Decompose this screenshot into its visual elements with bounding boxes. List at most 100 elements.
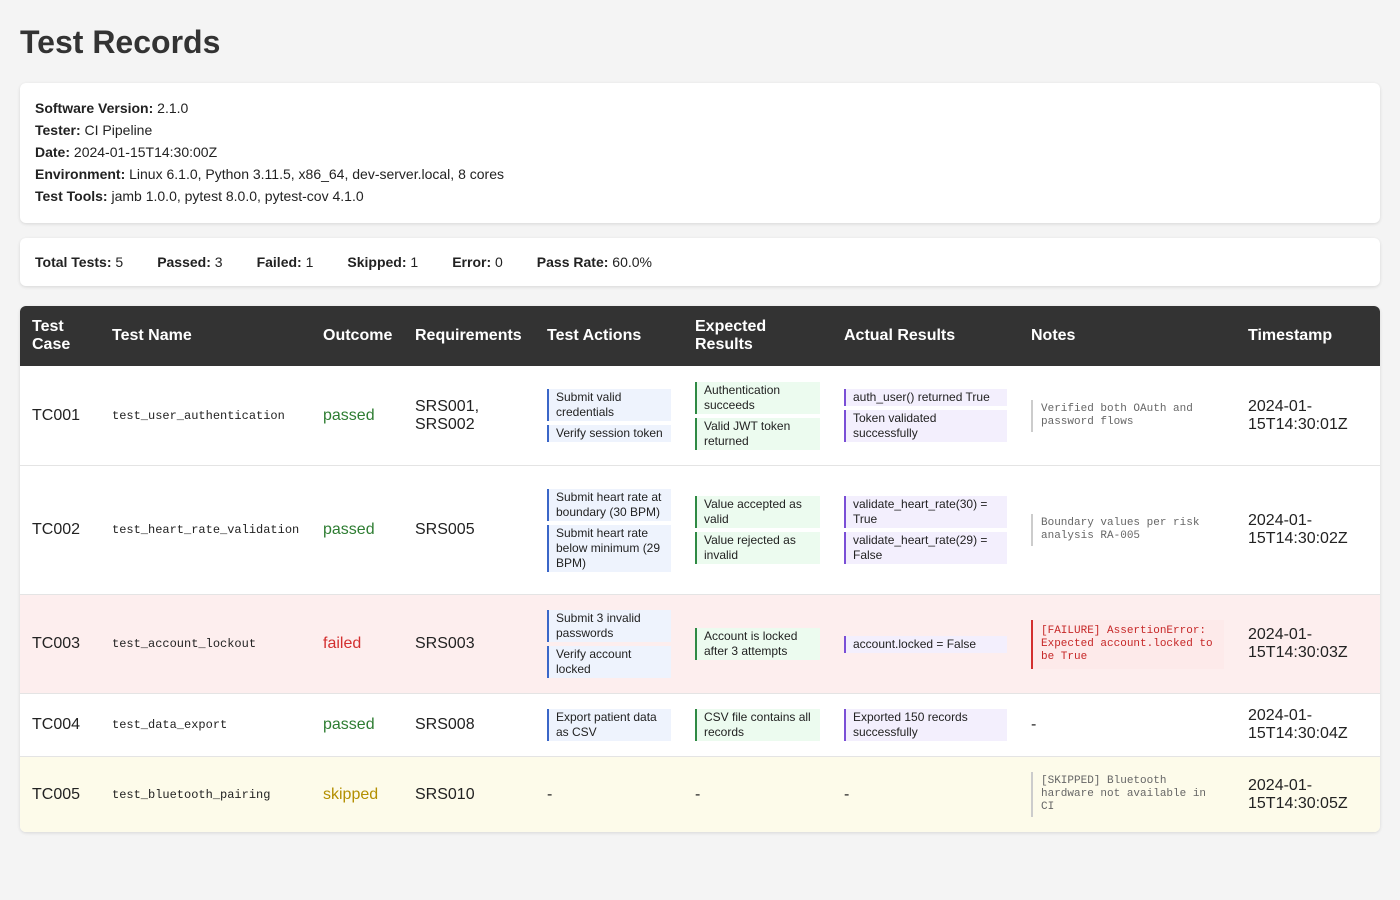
summary-total-tests: Total Tests: 5 [35,252,123,272]
test-name: test_heart_rate_validation [100,466,311,595]
summary-pass-rate: Pass Rate: 60.0% [537,252,652,272]
summary-skipped: Skipped: 1 [347,252,418,272]
column-header-actual-results: Actual Results [832,306,1019,366]
notes-cell: [FAILURE] AssertionError: Expected accou… [1019,595,1236,694]
actual-results-cell: validate_heart_rate(30) = True validate_… [832,466,1019,595]
outcome-badge: passed [311,366,403,466]
summary-value: 5 [115,254,124,270]
summary-label: Pass Rate: [536,254,609,270]
expected-result: CSV file contains all records [695,709,820,741]
expected-result: Authentication succeeds [695,381,820,414]
summary-value: 0 [495,254,503,270]
test-actions-cell: - [535,757,683,832]
expected-result: Value accepted as valid [695,496,820,528]
test-action: Submit heart rate at boundary (30 BPM) [547,488,671,521]
timestamp: 2024-01-15T14:30:05Z [1236,757,1380,832]
test-action: Submit valid credentials [547,389,671,421]
notes-cell: [SKIPPED] Bluetooth hardware not availab… [1019,757,1236,832]
timestamp: 2024-01-15T14:30:01Z [1236,366,1380,466]
expected-result: Value rejected as invalid [695,532,820,564]
actual-result: validate_heart_rate(29) = False [844,532,1007,564]
expected-results-cell: Value accepted as valid Value rejected a… [683,466,832,595]
test-case-id: TC003 [20,595,100,694]
actual-results-cell: auth_user() returned True Token validate… [832,366,1019,466]
actual-result: Exported 150 records successfully [844,709,1007,741]
test-case-id: TC005 [20,757,100,832]
column-header-outcome: Outcome [311,306,403,366]
requirements: SRS001, SRS002 [403,366,535,466]
actual-result: account.locked = False [844,635,1007,653]
actual-result: validate_heart_rate(30) = True [844,496,1007,528]
summary-label: Error: [452,254,492,270]
test-action: Submit heart rate below minimum (29 BPM) [547,524,671,572]
actual-result: Token validated successfully [844,410,1007,442]
column-header-test-name: Test Name [100,306,311,366]
summary-value: 60.0% [612,254,652,270]
test-action: Export patient data as CSV [547,709,671,741]
test-action: Submit 3 invalid passwords [547,610,671,642]
meta-value: CI Pipeline [84,122,153,138]
actual-results-cell: Exported 150 records successfully [832,694,1019,757]
actual-result: auth_user() returned True [844,389,1007,406]
summary-failed: Failed: 1 [257,252,314,272]
requirements: SRS008 [403,694,535,757]
test-case-id: TC001 [20,366,100,466]
test-actions-cell: Submit valid credentials Verify session … [535,366,683,466]
expected-result: Account is locked after 3 attempts [695,628,820,660]
meta-tester: Tester: CI Pipeline [35,119,1365,141]
column-header-notes: Notes [1019,306,1236,366]
test-name: test_user_authentication [100,366,311,466]
test-name: test_bluetooth_pairing [100,757,311,832]
meta-environment: Environment: Linux 6.1.0, Python 3.11.5,… [35,163,1365,185]
meta-test-tools: Test Tools: jamb 1.0.0, pytest 8.0.0, py… [35,185,1365,207]
test-actions-cell: Submit heart rate at boundary (30 BPM) S… [535,466,683,595]
column-header-requirements: Requirements [403,306,535,366]
test-actions-cell: Submit 3 invalid passwords Verify accoun… [535,595,683,694]
skip-note: [SKIPPED] Bluetooth hardware not availab… [1031,772,1224,817]
expected-results-cell: Authentication succeeds Valid JWT token … [683,366,832,466]
notes-cell: Boundary values per risk analysis RA-005 [1019,466,1236,595]
meta-label: Test Tools: [35,188,108,204]
page-title: Test Records [20,24,221,60]
expected-results-cell: Account is locked after 3 attempts [683,595,832,694]
outcome-badge: failed [311,595,403,694]
timestamp: 2024-01-15T14:30:04Z [1236,694,1380,757]
test-records-table: Test Case Test Name Outcome Requirements… [20,306,1380,832]
note: Boundary values per risk analysis RA-005 [1031,514,1224,546]
expected-result: Valid JWT token returned [695,417,820,450]
column-header-timestamp: Timestamp [1236,306,1380,366]
summary-label: Skipped: [347,254,407,270]
meta-value: 2024-01-15T14:30:00Z [73,144,218,160]
meta-label: Tester: [35,122,81,138]
meta-value: jamb 1.0.0, pytest 8.0.0, pytest-cov 4.1… [111,188,364,204]
meta-label: Date: [35,144,71,160]
test-name: test_account_lockout [100,595,311,694]
meta-label: Software Version: [35,100,154,116]
summary-passed: Passed: 3 [157,252,222,272]
summary-card: Total Tests: 5 Passed: 3 Failed: 1 Skipp… [20,238,1380,286]
notes-cell: - [1019,694,1236,757]
note: Verified both OAuth and password flows [1031,399,1224,432]
test-action: Verify account locked [547,646,671,678]
table-row: TC003 test_account_lockout failed SRS003… [20,595,1380,694]
notes-cell: Verified both OAuth and password flows [1019,366,1236,466]
requirements: SRS005 [403,466,535,595]
meta-value: 2.1.0 [157,100,189,116]
actual-results-cell: - [832,757,1019,832]
expected-results-cell: - [683,757,832,832]
summary-value: 1 [305,254,314,270]
summary-label: Failed: [256,254,302,270]
meta-date: Date: 2024-01-15T14:30:00Z [35,141,1365,163]
column-header-test-case: Test Case [20,306,100,366]
meta-label: Environment: [35,166,126,182]
timestamp: 2024-01-15T14:30:02Z [1236,466,1380,595]
column-header-test-actions: Test Actions [535,306,683,366]
summary-label: Total Tests: [35,254,112,270]
test-name: test_data_export [100,694,311,757]
metadata-card: Software Version: 2.1.0 Tester: CI Pipel… [20,83,1380,223]
outcome-badge: skipped [311,757,403,832]
column-header-expected-results: Expected Results [683,306,832,366]
outcome-badge: passed [311,694,403,757]
test-action: Verify session token [547,425,671,442]
test-actions-cell: Export patient data as CSV [535,694,683,757]
